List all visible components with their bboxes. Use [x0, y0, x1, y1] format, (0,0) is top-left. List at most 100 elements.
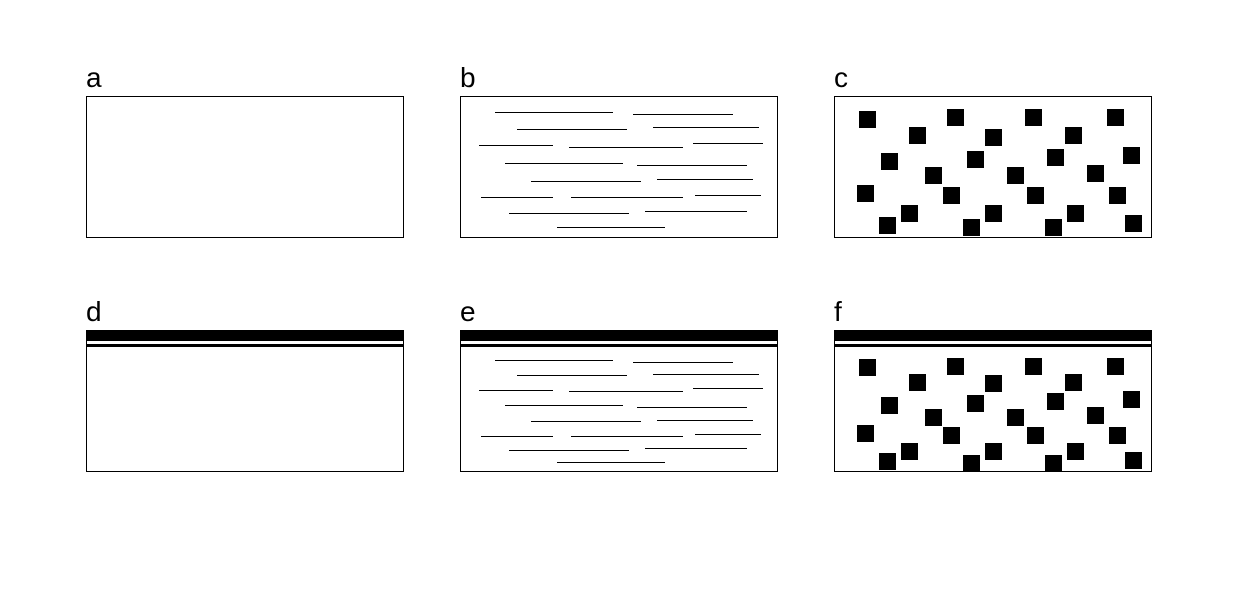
- panel-f-square-0: [859, 359, 876, 376]
- panel-b-line-10: [657, 179, 753, 180]
- panel-c-square-8: [925, 167, 942, 184]
- panel-f-square-8: [925, 409, 942, 426]
- panel-f-square-24: [1125, 452, 1142, 469]
- panel-f-square-15: [901, 443, 918, 460]
- panel-e-line-12: [571, 436, 683, 437]
- panel-b-line-4: [479, 145, 553, 146]
- panel-c-square-0: [859, 111, 876, 128]
- panel-b-line-8: [637, 165, 747, 166]
- panel-f-square-2: [947, 358, 964, 375]
- panel-f-square-21: [879, 453, 896, 470]
- panel-label-b: b: [460, 62, 476, 94]
- panel-c-square-24: [1125, 215, 1142, 232]
- panel-e-top-band-thin: [461, 344, 777, 347]
- panel-b-line-0: [495, 112, 613, 113]
- panel-b-line-15: [645, 211, 747, 212]
- panel-b-line-13: [695, 195, 761, 196]
- panel-f-square-4: [1025, 358, 1042, 375]
- panel-f-square-17: [985, 443, 1002, 460]
- panel-label-f: f: [834, 296, 842, 328]
- panel-e-line-8: [637, 407, 747, 408]
- panel-f-square-3: [985, 375, 1002, 392]
- panel-d-top-band-thin: [87, 344, 403, 347]
- panel-c: [834, 96, 1152, 238]
- panel-f-square-13: [1123, 391, 1140, 408]
- panel-c-square-18: [1027, 187, 1044, 204]
- panel-b-line-12: [571, 197, 683, 198]
- panel-e-line-10: [657, 420, 753, 421]
- panel-label-a: a: [86, 62, 102, 94]
- panel-b-line-16: [557, 227, 665, 228]
- panel-e-line-9: [531, 421, 641, 422]
- panel-c-square-11: [1047, 149, 1064, 166]
- panel-e-line-1: [633, 362, 733, 363]
- panel-e-line-4: [479, 390, 553, 391]
- panel-c-square-2: [947, 109, 964, 126]
- panel-label-c: c: [834, 62, 848, 94]
- panel-e-line-14: [509, 450, 629, 451]
- panel-d: [86, 330, 404, 472]
- panel-f-square-19: [1067, 443, 1084, 460]
- panel-e-line-5: [569, 391, 683, 392]
- panel-c-square-15: [901, 205, 918, 222]
- panel-e-line-7: [505, 405, 623, 406]
- panel-f-square-16: [943, 427, 960, 444]
- panel-f-top-band-thin: [835, 344, 1151, 347]
- panel-e-line-13: [695, 434, 761, 435]
- panel-f-square-10: [1007, 409, 1024, 426]
- panel-e-line-2: [517, 375, 627, 376]
- panel-f-square-1: [909, 374, 926, 391]
- panel-c-square-19: [1067, 205, 1084, 222]
- panel-f-square-23: [1045, 455, 1062, 472]
- panel-c-square-23: [1045, 219, 1062, 236]
- panel-f: [834, 330, 1152, 472]
- panel-label-e: e: [460, 296, 476, 328]
- panel-c-square-3: [985, 129, 1002, 146]
- panel-c-square-14: [857, 185, 874, 202]
- panel-c-square-16: [943, 187, 960, 204]
- panel-c-square-6: [1107, 109, 1124, 126]
- panel-f-square-12: [1087, 407, 1104, 424]
- panel-f-square-20: [1109, 427, 1126, 444]
- panel-b-line-1: [633, 114, 733, 115]
- panel-e-line-16: [557, 462, 665, 463]
- panel-e-top-band-thick: [461, 331, 777, 341]
- panel-f-square-18: [1027, 427, 1044, 444]
- panel-b-line-14: [509, 213, 629, 214]
- panel-b-line-3: [653, 127, 759, 128]
- panel-b-line-9: [531, 181, 641, 182]
- panel-f-square-22: [963, 455, 980, 472]
- panel-c-square-7: [881, 153, 898, 170]
- panel-b-line-5: [569, 147, 683, 148]
- panel-f-square-6: [1107, 358, 1124, 375]
- panel-b-line-11: [481, 197, 553, 198]
- panel-c-square-13: [1123, 147, 1140, 164]
- panel-f-top-band-thick: [835, 331, 1151, 341]
- panel-e-line-0: [495, 360, 613, 361]
- panel-c-square-17: [985, 205, 1002, 222]
- panel-f-square-7: [881, 397, 898, 414]
- panel-c-square-12: [1087, 165, 1104, 182]
- panel-a: [86, 96, 404, 238]
- panel-e: [460, 330, 778, 472]
- panel-d-top-band-thick: [87, 331, 403, 341]
- panel-label-d: d: [86, 296, 102, 328]
- panel-c-square-4: [1025, 109, 1042, 126]
- panel-b-line-6: [693, 143, 763, 144]
- panel-c-square-20: [1109, 187, 1126, 204]
- panel-f-square-11: [1047, 393, 1064, 410]
- panel-c-square-10: [1007, 167, 1024, 184]
- panel-b-line-2: [517, 129, 627, 130]
- panel-c-square-21: [879, 217, 896, 234]
- panel-f-square-14: [857, 425, 874, 442]
- panel-e-line-11: [481, 436, 553, 437]
- panel-c-square-1: [909, 127, 926, 144]
- panel-b: [460, 96, 778, 238]
- panel-b-line-7: [505, 163, 623, 164]
- panel-e-line-15: [645, 448, 747, 449]
- panel-c-square-5: [1065, 127, 1082, 144]
- panel-c-square-22: [963, 219, 980, 236]
- figure-canvas: a b c d e f: [0, 0, 1240, 610]
- panel-c-square-9: [967, 151, 984, 168]
- panel-e-line-6: [693, 388, 763, 389]
